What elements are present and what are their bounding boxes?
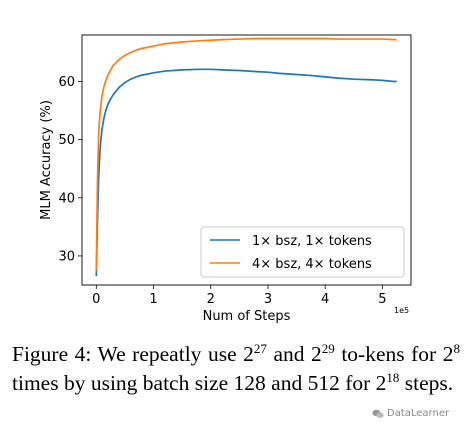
accuracy-chart: 0 1 2 3 4 5 30 40 50 60 1e5 Num of Steps MLM Acc… <box>39 34 412 324</box>
y-tick-label: 40 <box>58 191 75 206</box>
legend-label-series-1: 1× bsz, 1× tokens <box>252 234 372 249</box>
series-line-1 <box>95 68 397 277</box>
legend-label-series-2: 4× bsz, 4× tokens <box>252 257 372 272</box>
watermark: DataLearner <box>372 408 449 419</box>
legend-box <box>200 226 405 278</box>
wechat-icon <box>372 409 384 418</box>
x-tick-label: 1 <box>149 292 157 307</box>
figure-caption: Figure 4: We repeatly use 227 and 229 to… <box>12 341 460 395</box>
x-axis-label: Num of Steps <box>203 309 291 324</box>
x-tick-label: 3 <box>264 292 272 307</box>
x-tick-label: 2 <box>207 292 215 307</box>
y-axis-ticks: 30 40 50 60 <box>58 75 82 264</box>
plot-area: 0 1 2 3 4 5 30 40 50 60 <box>58 34 412 307</box>
series-layer <box>95 37 397 277</box>
y-tick-label: 30 <box>58 249 75 264</box>
x-tick-label: 0 <box>92 292 100 307</box>
plot-frame <box>81 34 412 286</box>
series-line-2 <box>95 37 397 271</box>
x-tick-label: 4 <box>321 292 329 307</box>
y-axis-label: MLM Accuracy (%) <box>39 100 54 220</box>
y-tick-label: 60 <box>58 75 75 90</box>
watermark-text: DataLearner <box>387 408 450 419</box>
x-axis-ticks: 0 1 2 3 4 5 <box>92 285 387 307</box>
legend: 1× bsz, 1× tokens 4× bsz, 4× tokens <box>200 226 405 278</box>
y-tick-label: 50 <box>58 133 75 148</box>
x-tick-label: 5 <box>378 292 386 307</box>
x-axis-exponent: 1e5 <box>394 306 409 315</box>
